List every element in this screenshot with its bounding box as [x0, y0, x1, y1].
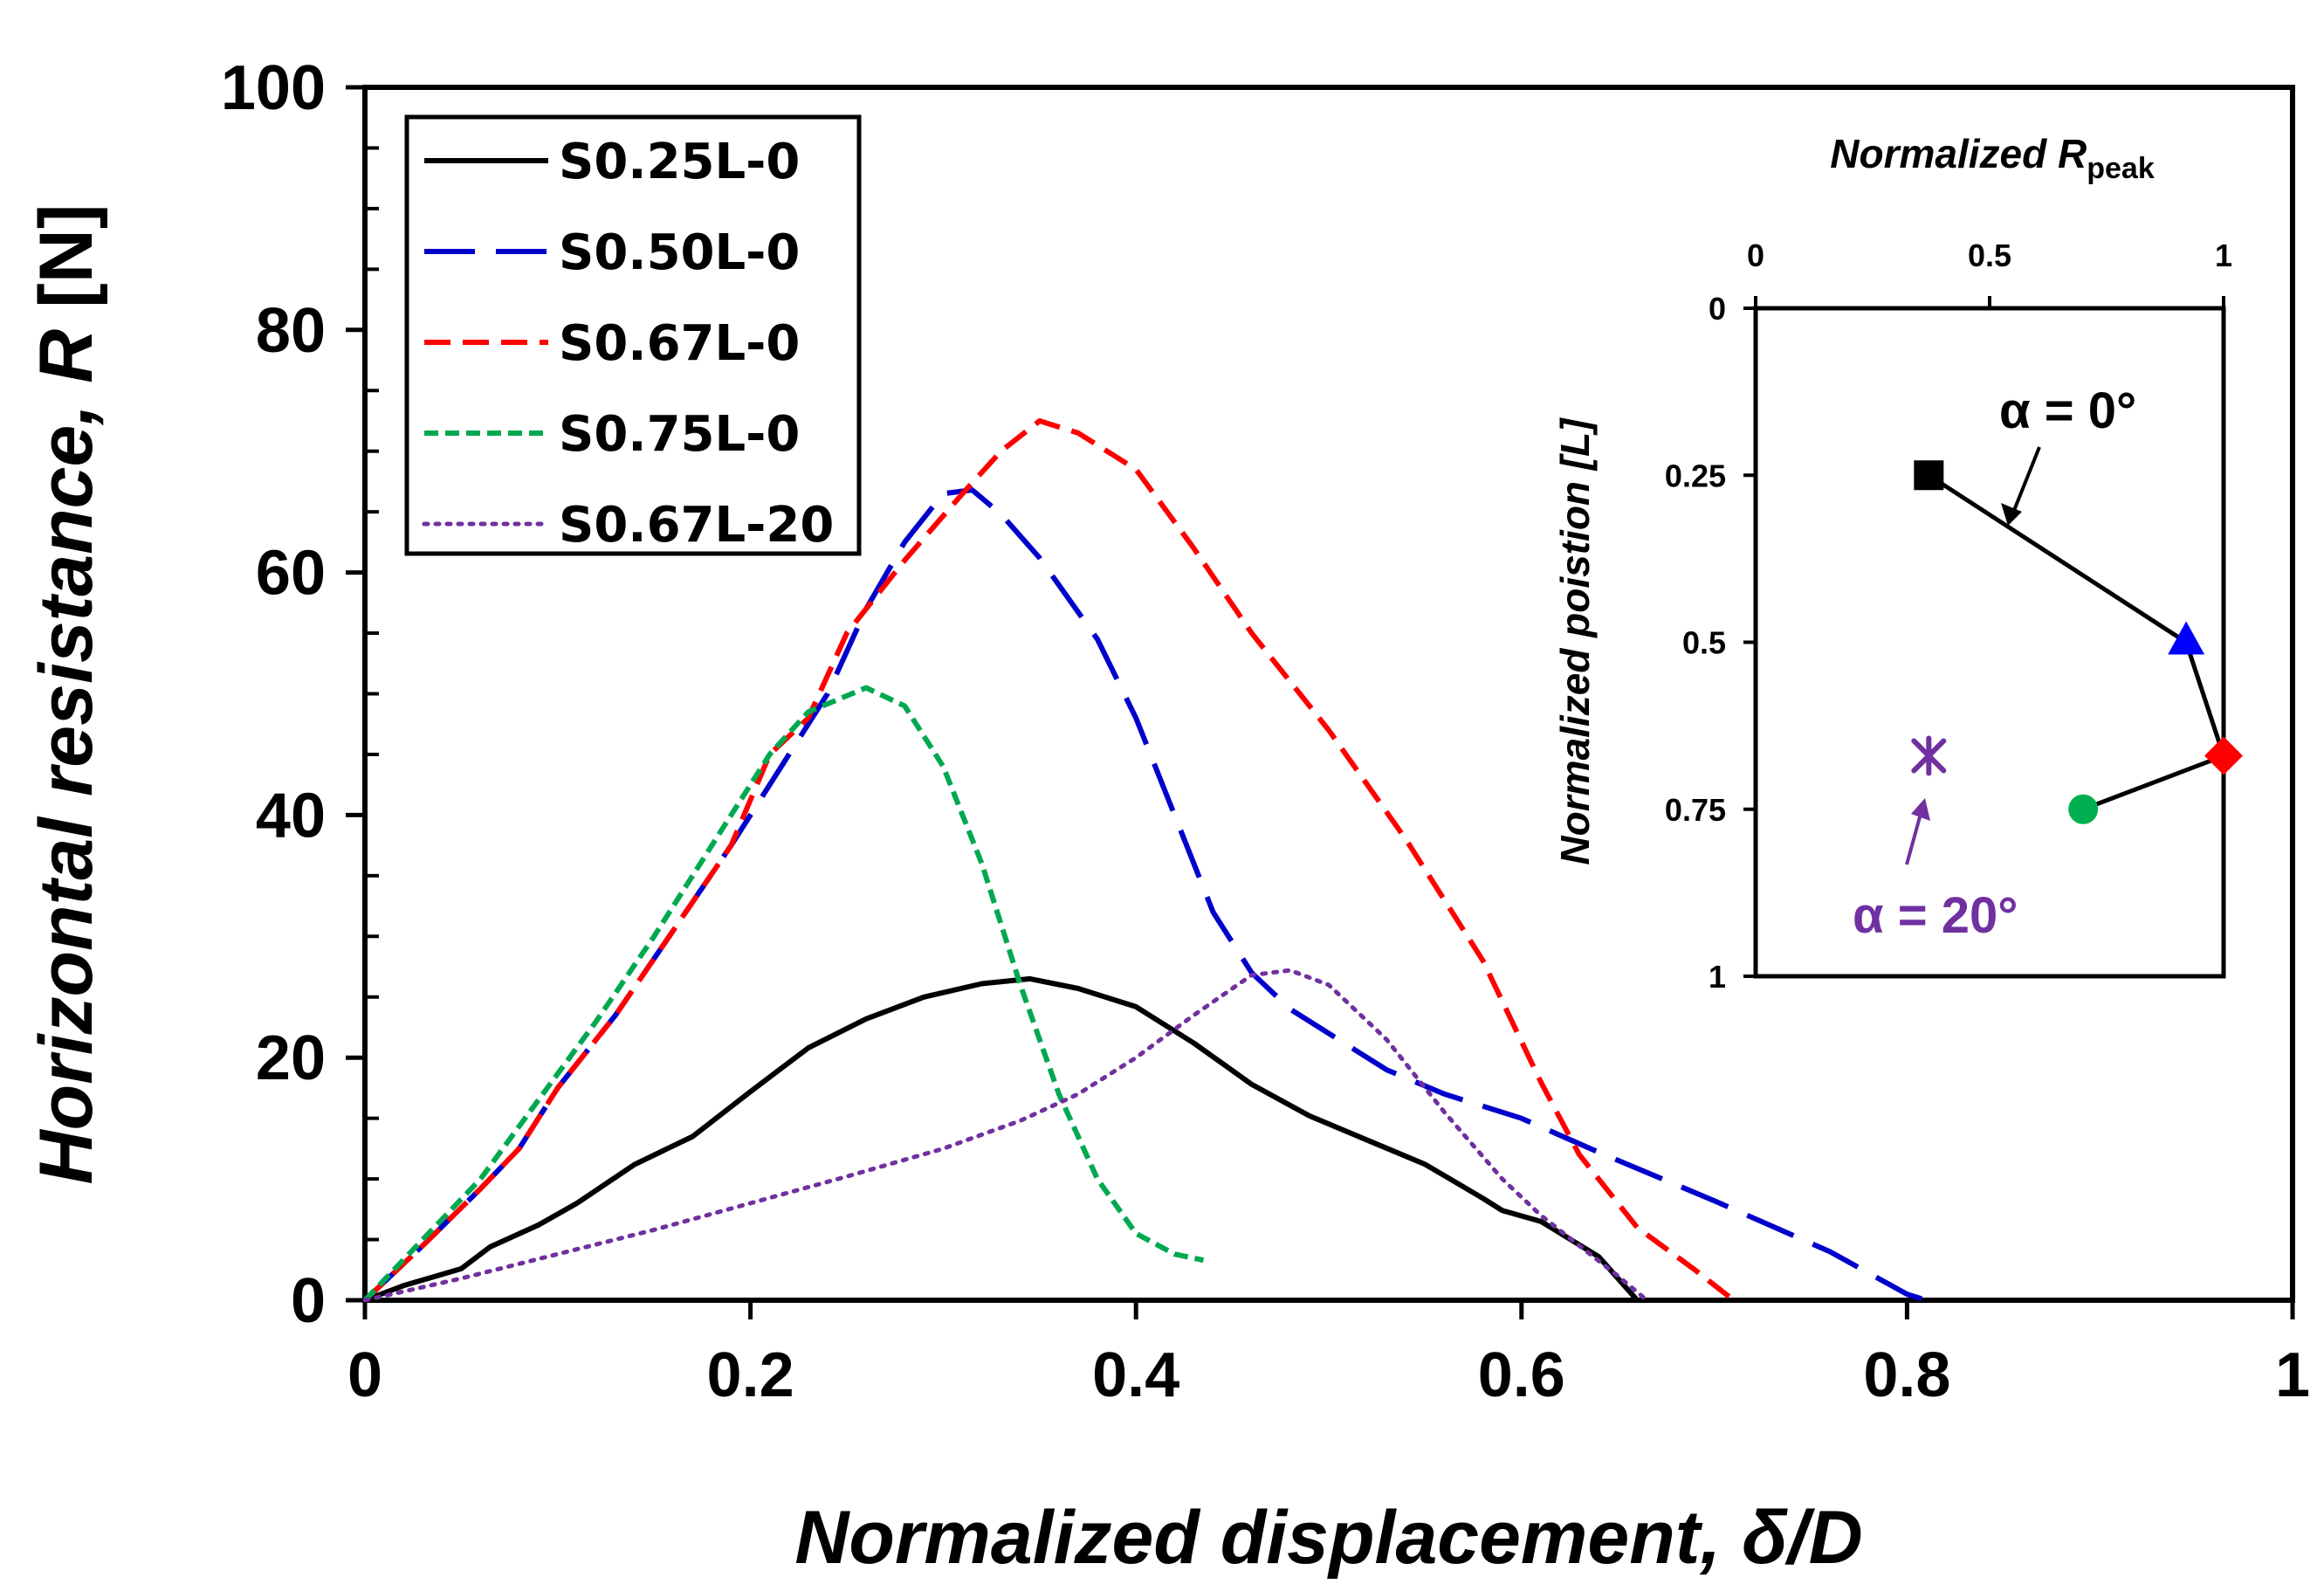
- inset-x-tick-label: 0: [1747, 238, 1764, 273]
- inset-axis-ticks: 0 0.5 1 0 0.25 0.5 0.75 1: [1665, 238, 2232, 995]
- inset-series: [1911, 460, 2243, 824]
- y-axis-label-unit: [N]: [24, 203, 108, 328]
- annotation-alpha-0-arrow: [2011, 446, 2041, 513]
- y-axis-label-var: R: [24, 329, 108, 383]
- inset-title-main: Normalized: [1830, 131, 2058, 176]
- inset-title-var: R: [2058, 131, 2087, 176]
- y-tick-label: 100: [221, 53, 326, 123]
- y-tick-label: 80: [256, 296, 326, 366]
- inset-y-label: Normalized poistion [L]: [1552, 417, 1598, 865]
- inset-marker-circle: [2068, 794, 2099, 824]
- series-line-S0.75L-0: [362, 685, 1205, 1303]
- legend-box: [404, 114, 862, 556]
- legend-label: S0.67L-0: [559, 315, 800, 372]
- inset-marker-square: [1914, 460, 1944, 491]
- series-line-S0.67L-20: [362, 968, 1649, 1303]
- series-group: [362, 418, 1928, 1303]
- series-line-S0.67L-0: [362, 418, 1736, 1303]
- legend: S0.25L-0 S0.50L-0 S0.67L-0 S0.75L-0 S0.67L-2…: [422, 134, 834, 554]
- inset-marker-diamond: [2204, 736, 2243, 775]
- y-tick-label: 0: [291, 1266, 326, 1336]
- series-line-S0.25L-0: [363, 975, 1640, 1303]
- legend-label: S0.25L-0: [559, 134, 800, 190]
- x-axis-label: Normalized displacement, δ/D: [794, 1496, 1862, 1580]
- annotation-alpha-0: α = 0°: [1999, 382, 2136, 439]
- annotation-alpha-20-arrowhead: [1911, 798, 1930, 821]
- y-tick-label: 60: [256, 539, 326, 609]
- legend-label: S0.75L-0: [559, 406, 800, 463]
- annotation-alpha-0-arrowhead: [2001, 503, 2022, 526]
- y-axis-label-main: Horizontal resistance,: [24, 383, 108, 1185]
- annotation-alpha-20: α = 20°: [1853, 887, 2018, 944]
- x-tick-label: 0: [347, 1340, 382, 1410]
- inset-y-tick-label: 0: [1709, 291, 1726, 327]
- series-line-S0.50L-0: [362, 487, 1928, 1303]
- x-tick-label: 0.2: [707, 1340, 794, 1410]
- x-tick-label: 0.6: [1478, 1340, 1565, 1410]
- inset-x-tick-label: 1: [2215, 238, 2232, 273]
- inset-y-tick-label: 0.75: [1665, 792, 1726, 828]
- inset-y-label-var: L: [1552, 432, 1598, 457]
- x-tick-label: 1: [2275, 1340, 2310, 1410]
- inset-x-tick-label: 0.5: [1968, 238, 2011, 273]
- y-tick-label: 40: [256, 781, 326, 851]
- x-tick-label: 0.8: [1863, 1340, 1950, 1410]
- inset-title: Normalized Rpeak: [1830, 131, 2155, 185]
- inset-y-tick-label: 0.25: [1665, 458, 1726, 493]
- annotation-alpha-20-arrow: [1905, 813, 1922, 865]
- inset-y-label-end: ]: [1552, 417, 1598, 436]
- x-tick-label: 0.4: [1092, 1340, 1179, 1410]
- y-tick-label: 20: [256, 1023, 326, 1093]
- inset-marker-star: [1911, 735, 1947, 776]
- inset-plot-area: [1753, 306, 2226, 979]
- inset-y-tick-label: 1: [1709, 959, 1726, 995]
- inset-y-label-main: Normalized poistion [: [1552, 452, 1598, 864]
- inset-series-line: [1927, 473, 2227, 812]
- y-minor-ticks: [365, 146, 379, 1242]
- inset-title-sub: peak: [2087, 152, 2155, 185]
- inset-y-tick-label: 0.5: [1682, 625, 1726, 661]
- inset-marker-triangle: [2168, 621, 2205, 655]
- y-axis-label: Horizontal resistance, R [N]: [24, 203, 108, 1184]
- legend-label: S0.67L-20: [559, 497, 834, 554]
- legend-label: S0.50L-0: [559, 224, 800, 281]
